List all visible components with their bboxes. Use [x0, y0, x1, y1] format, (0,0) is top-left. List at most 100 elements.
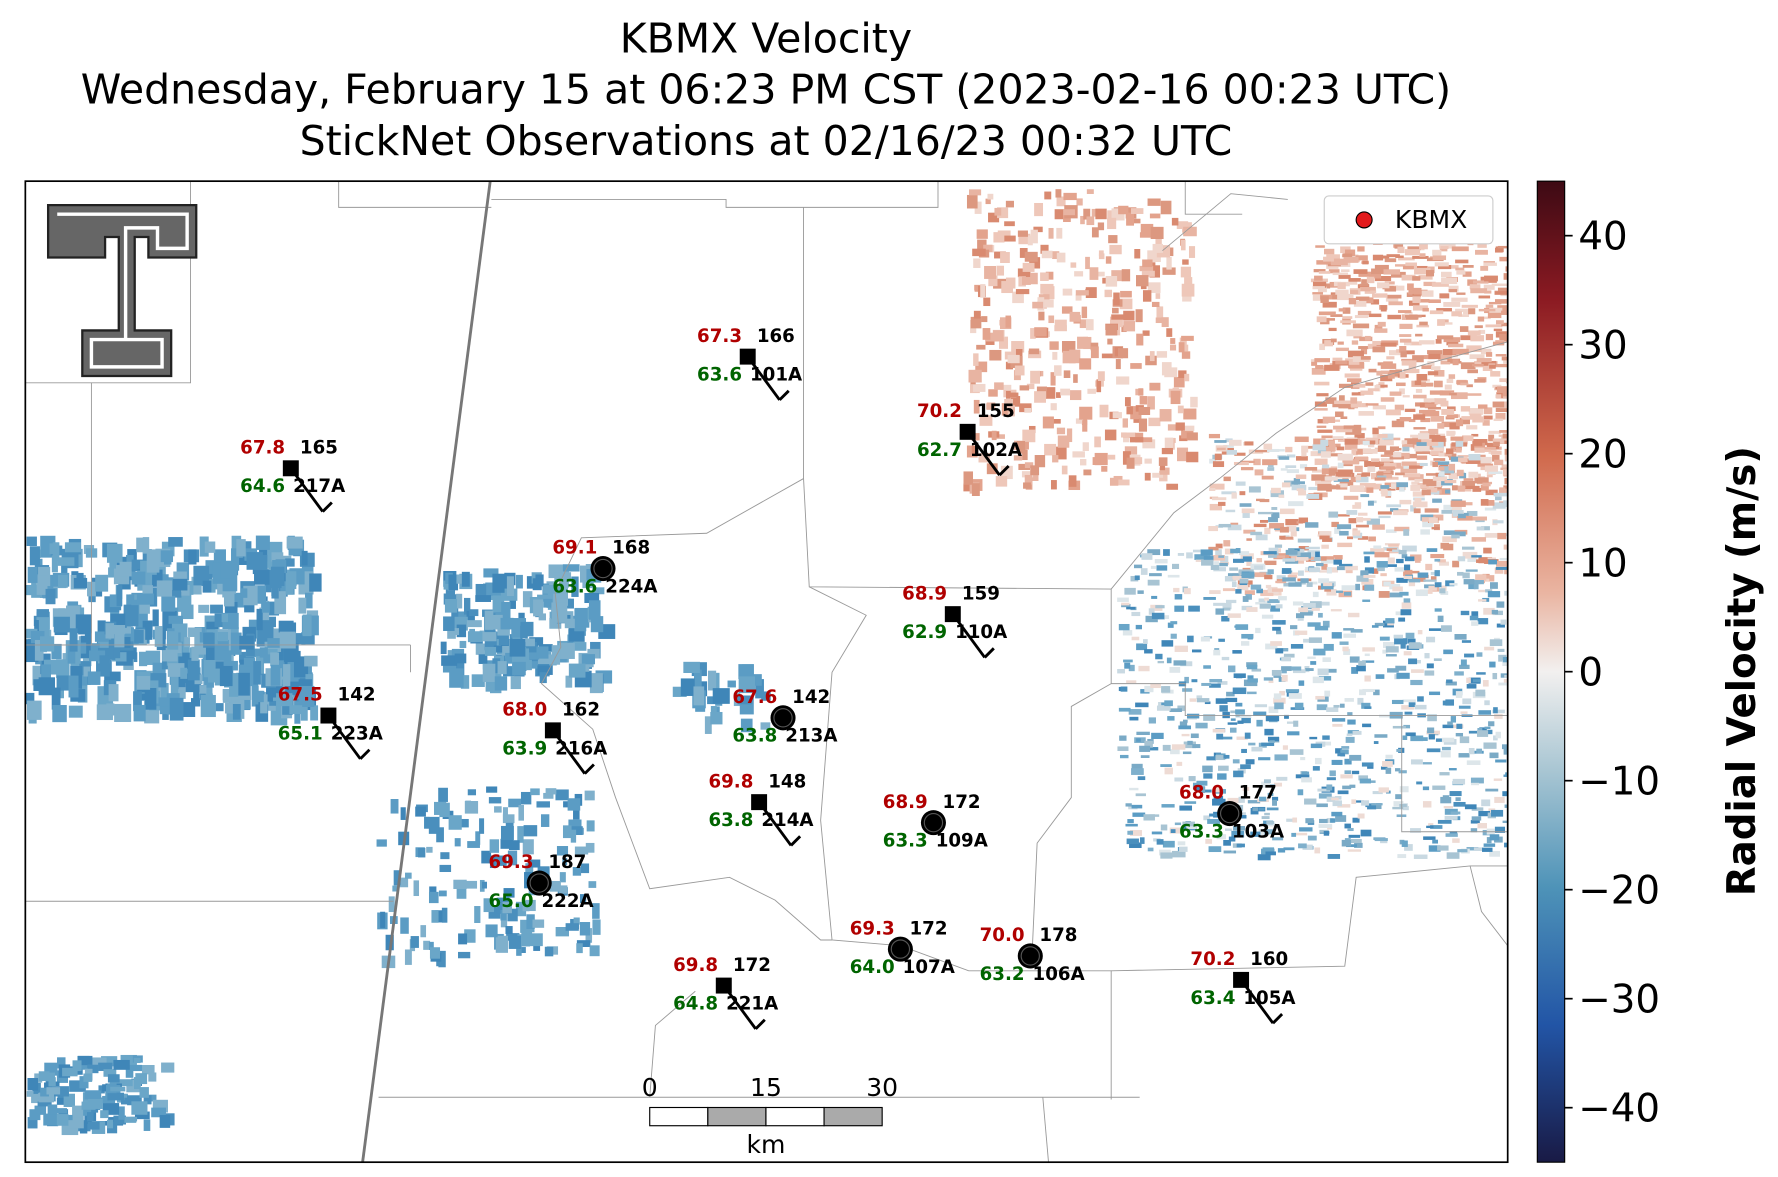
echo: [1401, 705, 1415, 710]
echo: [1430, 446, 1445, 452]
echo: [1383, 581, 1391, 586]
echo: [1134, 249, 1141, 259]
echo: [1315, 245, 1325, 248]
echo: [1446, 679, 1453, 683]
echo: [1509, 828, 1522, 833]
echo: [1388, 544, 1399, 547]
echo: [1430, 825, 1443, 829]
echo: [1314, 275, 1323, 281]
echo: [1496, 560, 1508, 567]
echo: [40, 636, 55, 652]
echo: [260, 616, 276, 628]
echo: [1380, 305, 1387, 312]
echo: [1075, 290, 1089, 296]
echo: [1297, 538, 1312, 543]
echo: [1224, 575, 1237, 582]
echo: [1254, 450, 1270, 453]
echo: [266, 688, 273, 702]
echo: [1236, 736, 1248, 740]
station-marker: [320, 707, 337, 724]
echo: [1149, 382, 1161, 391]
echo: [1316, 316, 1327, 323]
echo: [1386, 504, 1402, 508]
echo: [1169, 827, 1182, 834]
echo: [100, 1110, 109, 1119]
echo: [537, 654, 554, 665]
echo: [1182, 259, 1189, 265]
echo: [1314, 625, 1329, 631]
echo: [1125, 823, 1138, 827]
echo: [1271, 506, 1278, 510]
echo: [1273, 675, 1281, 678]
echo: [1483, 843, 1496, 847]
echo: [567, 798, 581, 811]
echo: [562, 857, 568, 866]
echo: [1337, 790, 1349, 795]
echo: [1205, 839, 1213, 844]
echo: [1201, 682, 1212, 686]
echo: [1264, 597, 1270, 601]
echo: [1119, 735, 1127, 741]
echo: [153, 697, 169, 707]
echo: [1209, 503, 1223, 511]
echo: [1413, 414, 1426, 420]
echo: [298, 597, 307, 614]
temperature: 69.3: [850, 918, 895, 939]
echo: [1277, 449, 1285, 452]
echo: [1472, 679, 1481, 683]
echo: [983, 244, 993, 252]
echo: [508, 840, 520, 851]
echo: [1457, 571, 1464, 576]
echo: [1272, 620, 1286, 625]
echo: [1326, 588, 1337, 596]
echo: [1358, 271, 1374, 277]
echo: [1489, 639, 1503, 647]
echo: [1504, 448, 1508, 455]
echo: [1315, 481, 1332, 486]
echo: [1366, 487, 1374, 493]
echo: [1380, 342, 1397, 347]
echo: [1265, 584, 1272, 589]
echo: [1458, 314, 1469, 317]
echo: [1351, 392, 1362, 396]
echo: [1510, 654, 1519, 660]
echo: [995, 476, 1008, 487]
echo: [1328, 269, 1340, 274]
echo: [1377, 426, 1386, 430]
echo: [543, 792, 554, 799]
echo: [1210, 565, 1220, 570]
dewpoint: 65.1: [278, 723, 323, 744]
echo: [1369, 780, 1376, 783]
echo: [1054, 319, 1067, 332]
echo: [1386, 254, 1400, 258]
echo: [537, 665, 553, 675]
echo: [1427, 350, 1443, 355]
echo: [1272, 796, 1279, 801]
echo: [1123, 321, 1136, 332]
echo: [1364, 335, 1371, 341]
echo: [495, 935, 508, 953]
echo: [125, 605, 139, 627]
echo: [1338, 383, 1353, 388]
echo: [1358, 660, 1366, 666]
state-line: [361, 181, 492, 1163]
echo: [1068, 475, 1077, 487]
echo: [1298, 546, 1309, 551]
echo: [1151, 595, 1158, 599]
echo: [1374, 552, 1390, 558]
echo: [1459, 326, 1469, 332]
echo: [991, 430, 997, 441]
echo: [1501, 322, 1508, 327]
echo: [1167, 622, 1174, 628]
echo: [1386, 548, 1397, 552]
echo: [1485, 324, 1503, 328]
station-marker: [959, 423, 976, 440]
echo: [1343, 628, 1355, 631]
echo: [1384, 258, 1397, 263]
echo: [1458, 705, 1471, 709]
echo: [1072, 451, 1085, 458]
echo: [1475, 249, 1488, 255]
echo: [125, 554, 134, 567]
echo: [1376, 803, 1382, 810]
